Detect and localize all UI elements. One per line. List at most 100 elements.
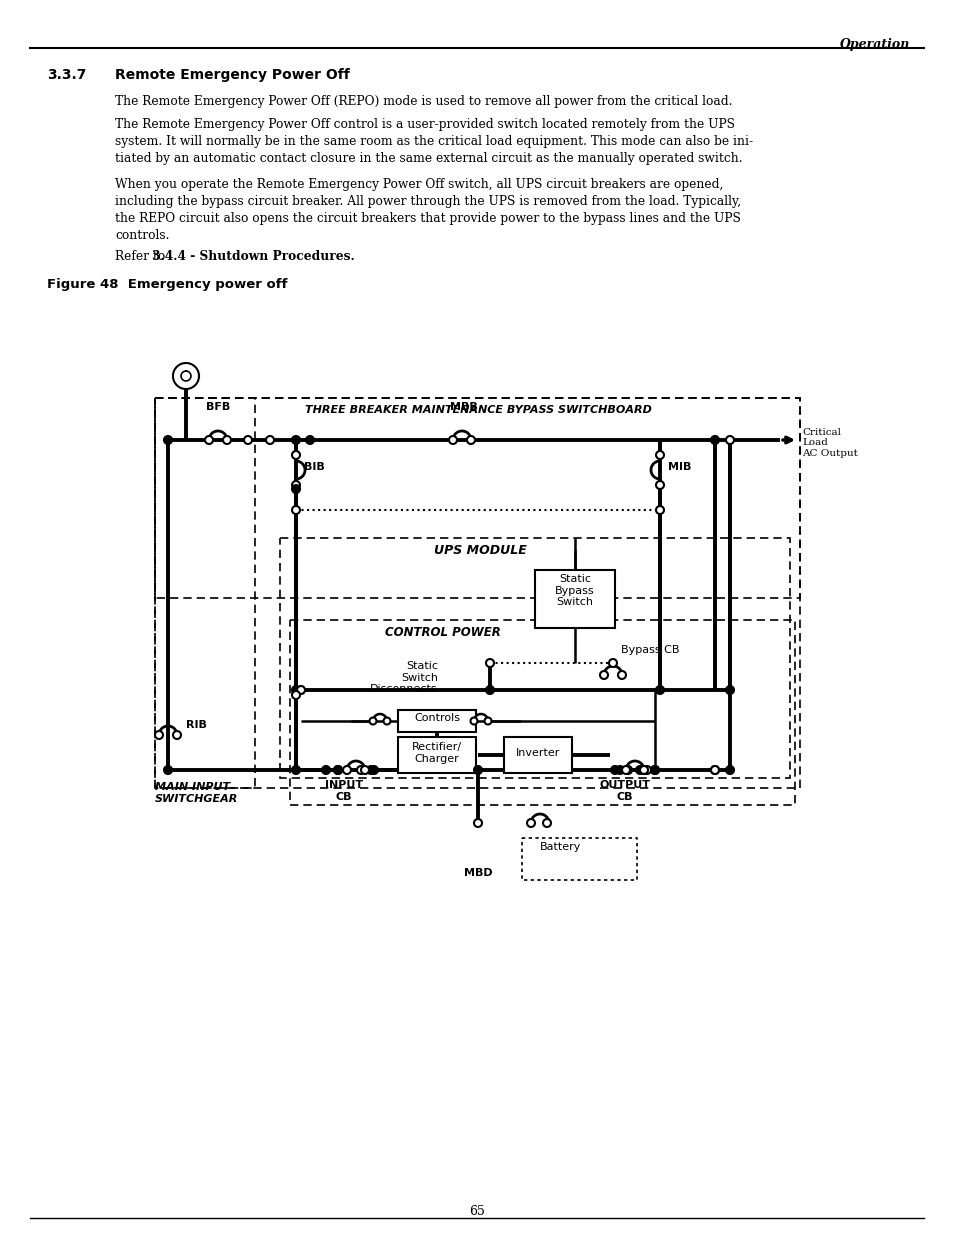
Text: MIB: MIB [667,462,691,472]
Text: 3.3.7: 3.3.7 [47,68,87,82]
Text: Figure 48  Emergency power off: Figure 48 Emergency power off [47,278,287,291]
Circle shape [656,451,663,459]
Circle shape [710,436,719,445]
Circle shape [608,659,617,667]
Text: INPUT
CB: INPUT CB [325,781,363,802]
Circle shape [616,766,623,774]
Circle shape [292,480,299,489]
Circle shape [485,685,494,694]
Circle shape [650,766,659,774]
Text: Battery: Battery [539,842,580,852]
Circle shape [650,766,659,774]
Circle shape [164,436,172,445]
Text: MBB: MBB [450,403,477,412]
Circle shape [369,718,376,725]
Bar [290,620,794,805]
Circle shape [485,659,494,667]
Text: Inverter: Inverter [516,748,559,758]
Bar [535,571,615,629]
Text: Controls: Controls [414,713,459,722]
Text: Static
Bypass
Switch: Static Bypass Switch [555,574,594,608]
Circle shape [610,766,618,774]
Circle shape [356,766,365,774]
Bar [154,398,800,788]
Circle shape [360,766,369,774]
Circle shape [306,436,314,445]
Circle shape [223,436,231,445]
Circle shape [367,766,375,774]
Circle shape [370,766,377,774]
Circle shape [449,436,456,445]
Text: THREE BREAKER MAINTENANCE BYPASS SWITCHBOARD: THREE BREAKER MAINTENANCE BYPASS SWITCHB… [304,405,651,415]
Text: MAIN INPUT
SWITCHGEAR: MAIN INPUT SWITCHGEAR [154,782,238,804]
Circle shape [710,766,719,774]
Circle shape [322,766,330,774]
Circle shape [154,731,163,739]
Text: 3.4.4 - Shutdown Procedures.: 3.4.4 - Shutdown Procedures. [152,249,355,263]
Text: The Remote Emergency Power Off (REPO) mode is used to remove all power from the : The Remote Emergency Power Off (REPO) mo… [115,95,732,107]
Circle shape [292,485,299,493]
Circle shape [266,436,274,445]
Circle shape [292,685,299,694]
Circle shape [725,766,733,774]
Circle shape [467,436,475,445]
Circle shape [656,506,663,514]
Circle shape [599,671,607,679]
Circle shape [725,685,733,694]
Text: 65: 65 [469,1205,484,1218]
Bar [154,398,254,788]
Circle shape [292,436,299,445]
Text: CONTROL POWER: CONTROL POWER [385,626,500,638]
Text: UPS MODULE: UPS MODULE [434,543,526,557]
Bar [397,737,476,773]
Bar [521,839,637,881]
Circle shape [470,718,477,725]
Circle shape [292,506,299,514]
Text: BIB: BIB [304,462,324,472]
Circle shape [334,766,341,774]
Text: Rectifier/
Charger: Rectifier/ Charger [412,742,461,763]
Circle shape [334,766,341,774]
Bar [503,737,572,773]
Text: OUTPUT
CB: OUTPUT CB [598,781,650,802]
Text: RIB: RIB [186,720,207,730]
Circle shape [164,766,172,774]
Text: The Remote Emergency Power Off control is a user-provided switch located remotel: The Remote Emergency Power Off control i… [115,119,752,165]
Bar [397,710,476,732]
Circle shape [292,451,299,459]
Circle shape [244,436,252,445]
Circle shape [526,819,535,827]
Text: Operation: Operation [839,38,909,51]
Text: Bypass CB: Bypass CB [620,645,679,655]
Circle shape [172,731,181,739]
Text: Static
Switch
Disconnects: Static Switch Disconnects [370,661,437,694]
Circle shape [383,718,390,725]
Circle shape [484,718,491,725]
Circle shape [474,766,481,774]
Circle shape [343,766,351,774]
Circle shape [642,766,650,774]
Text: MBD: MBD [463,868,492,878]
Circle shape [725,436,733,445]
Circle shape [656,685,663,694]
Text: Critical
Load
AC Output: Critical Load AC Output [801,429,857,458]
Circle shape [639,766,647,774]
Text: BFB: BFB [206,403,230,412]
Circle shape [618,671,625,679]
Circle shape [636,766,643,774]
Text: Refer to: Refer to [115,249,169,263]
Circle shape [621,766,629,774]
Bar [154,398,800,598]
Circle shape [656,480,663,489]
Text: Remote Emergency Power Off: Remote Emergency Power Off [115,68,350,82]
Circle shape [296,685,305,694]
Circle shape [292,766,299,774]
Circle shape [623,766,631,774]
Circle shape [542,819,551,827]
Bar [280,538,789,778]
Circle shape [474,819,481,827]
Circle shape [205,436,213,445]
Text: When you operate the Remote Emergency Power Off switch, all UPS circuit breakers: When you operate the Remote Emergency Po… [115,178,740,242]
Circle shape [710,766,719,774]
Circle shape [292,692,299,699]
